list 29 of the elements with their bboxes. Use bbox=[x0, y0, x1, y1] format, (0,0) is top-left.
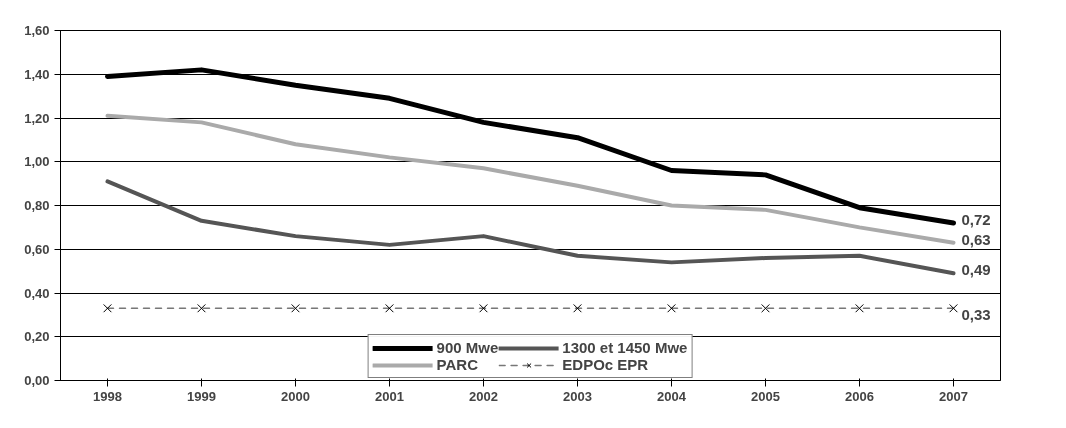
x-tick-label: 2003 bbox=[563, 388, 592, 404]
line-series bbox=[105, 113, 956, 245]
x-tick-label: 2002 bbox=[469, 388, 498, 404]
data-label: 0,33 bbox=[961, 306, 991, 324]
y-tick-label: 0,20 bbox=[24, 329, 50, 345]
legend-label: 900 Mwe bbox=[436, 339, 499, 356]
y-tick-label: 0,80 bbox=[24, 198, 50, 213]
x-tick-label: 1999 bbox=[187, 388, 216, 404]
line-series bbox=[105, 179, 956, 276]
data-label: 0,72 bbox=[961, 211, 991, 228]
y-tick-label: 0,60 bbox=[24, 241, 50, 257]
x-tick-label: 2006 bbox=[845, 388, 874, 404]
y-tick-label: 1,00 bbox=[24, 154, 50, 170]
y-tick-label: 0,40 bbox=[24, 285, 50, 301]
y-tick-label: 1,40 bbox=[24, 66, 50, 82]
data-label: 0,49 bbox=[961, 261, 991, 279]
legend-label: EDPOc EPR bbox=[562, 356, 649, 373]
data-label: 0,63 bbox=[961, 230, 991, 248]
y-tick-label: 1,20 bbox=[24, 110, 50, 126]
y-tick-label: 0,00 bbox=[24, 373, 50, 388]
x-tick-label: 2005 bbox=[751, 388, 780, 404]
x-tick-label: 2001 bbox=[375, 388, 404, 404]
x-tick-label: 2000 bbox=[281, 388, 310, 404]
legend-label: 1300 et 1450 Mwe bbox=[562, 339, 688, 356]
x-tick-label: 1998 bbox=[93, 388, 122, 404]
legend-label: PARC bbox=[436, 356, 478, 373]
x-tick-label: 2004 bbox=[657, 388, 687, 404]
x-tick-label: 2007 bbox=[939, 388, 968, 404]
y-tick-label: 1,60 bbox=[24, 23, 50, 38]
